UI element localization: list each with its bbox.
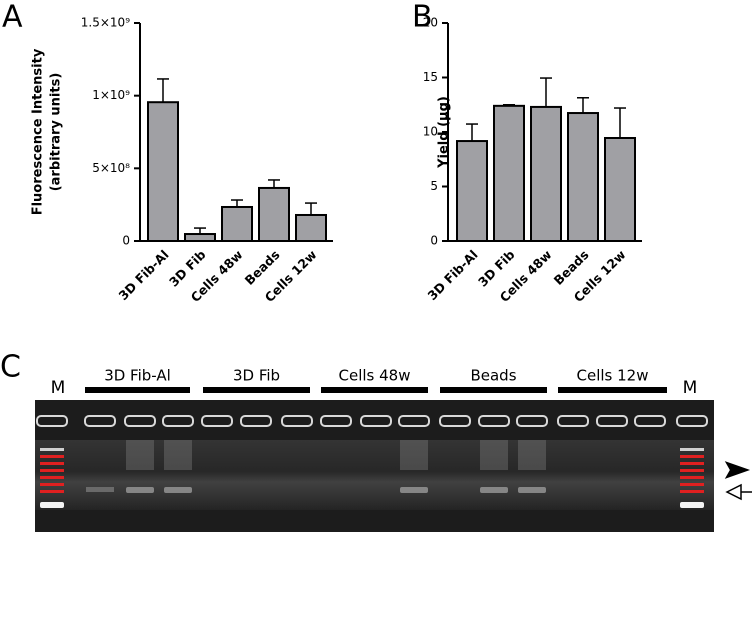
marker-band: [680, 476, 704, 479]
marker-band: [40, 455, 64, 458]
marker-band: [40, 448, 64, 451]
dna-band: [518, 487, 546, 493]
marker-band: [680, 502, 704, 508]
bar: [221, 205, 253, 243]
marker-band: [680, 448, 704, 451]
group-bar: [85, 387, 190, 393]
y-tick-label: 20: [423, 16, 438, 30]
y-tick-label: 0: [430, 234, 438, 248]
gel-well: [36, 415, 68, 427]
gel-well: [516, 415, 548, 427]
bar: [258, 186, 290, 243]
group-bar: [440, 387, 547, 393]
y-axis-label: Yield (µg): [437, 96, 452, 169]
gel-well: [84, 415, 116, 427]
bar: [604, 136, 636, 242]
gel-well: [398, 415, 430, 427]
group-label: Cells 12w: [577, 367, 649, 385]
group-label: Beads: [470, 367, 516, 385]
gel-well: [320, 415, 352, 427]
y-tick-label: 1.5×10⁹: [81, 16, 130, 30]
gel-well: [634, 415, 666, 427]
panel-label: B: [412, 0, 433, 35]
gel-well: [596, 415, 628, 427]
gel-smear: [35, 440, 714, 510]
dna-band: [126, 440, 154, 470]
bar: [567, 112, 599, 242]
marker-band: [680, 490, 704, 493]
dna-band: [86, 487, 114, 492]
x-tick-label: 3D Fib-Al: [424, 247, 480, 303]
dna-band: [400, 440, 428, 470]
group-bar: [203, 387, 310, 393]
gel-well: [240, 415, 272, 427]
panel-label: A: [2, 0, 23, 35]
marker-band: [680, 455, 704, 458]
group-bar: [558, 387, 667, 393]
bar: [493, 104, 525, 242]
arrow-open: [725, 483, 752, 501]
marker-band: [40, 469, 64, 472]
bar: [147, 101, 179, 242]
dna-band: [164, 487, 192, 493]
gel-well: [360, 415, 392, 427]
marker-band: [40, 490, 64, 493]
gel-well: [124, 415, 156, 427]
marker-band: [40, 462, 64, 465]
y-tick-label: 5×10⁸: [92, 161, 130, 175]
y-axis-label: Fluorescence Intensity: [31, 48, 46, 215]
group-label: 3D Fib-Al: [104, 367, 171, 385]
y-tick-label: 0: [122, 234, 130, 248]
marker-label: M: [51, 378, 66, 398]
y-tick-label: 1×10⁹: [92, 88, 130, 102]
gel-well: [478, 415, 510, 427]
bar: [295, 213, 327, 243]
dna-band: [126, 487, 154, 493]
gel-well: [557, 415, 589, 427]
marker-band: [40, 502, 64, 508]
y-tick-label: 10: [423, 125, 438, 139]
marker-band: [680, 483, 704, 486]
marker-label: M: [683, 378, 698, 398]
marker-band: [680, 469, 704, 472]
gel-well: [439, 415, 471, 427]
gel-well: [201, 415, 233, 427]
group-label: Cells 48w: [339, 367, 411, 385]
dna-band: [518, 440, 546, 470]
gel-lanes: [36, 415, 708, 508]
gel-well: [676, 415, 708, 427]
gel-well: [281, 415, 313, 427]
gel-well: [162, 415, 194, 427]
dna-band: [480, 487, 508, 493]
bar: [184, 233, 216, 243]
group-bar: [321, 387, 428, 393]
dna-band: [480, 440, 508, 470]
group-label: 3D Fib: [233, 367, 280, 385]
marker-band: [680, 462, 704, 465]
bar: [530, 105, 562, 243]
panel-label: C: [0, 350, 21, 385]
x-tick-label: 3D Fib-Al: [115, 247, 171, 303]
bar: [456, 140, 488, 242]
dna-band: [164, 440, 192, 470]
y-tick-label: 5: [430, 179, 438, 193]
marker-band: [40, 476, 64, 479]
arrow-filled: [724, 461, 751, 479]
marker-band: [40, 483, 64, 486]
y-tick-label: 15: [423, 70, 438, 84]
dna-band: [400, 487, 428, 493]
y-axis-label: (arbitrary units): [49, 73, 64, 192]
